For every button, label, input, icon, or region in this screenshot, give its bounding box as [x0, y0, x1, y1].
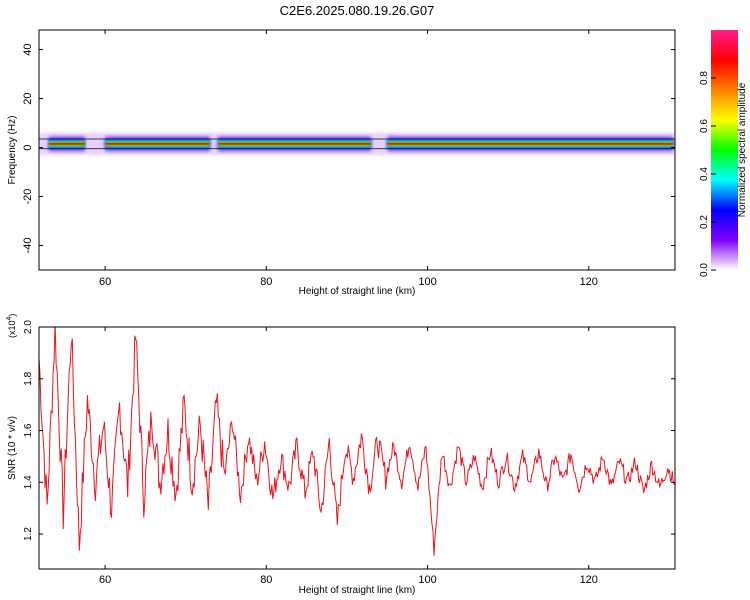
- snr-panel: 60 80 100 120 1.2 1.4 1.6 1.8 2.0 Height of stra…: [6, 314, 676, 596]
- colorbar-tick-label: 0.8: [699, 71, 710, 85]
- snr-y-tick-label: 2.0: [23, 320, 34, 334]
- snr-y-tick-label: 1.8: [23, 371, 34, 385]
- spectrogram-band-cell: [217, 143, 372, 145]
- snr-y-tick-label: 1.2: [23, 527, 34, 541]
- spectrogram-x-axis-label: Height of straight line (km): [299, 286, 416, 297]
- snr-x-tick-label: 80: [260, 574, 272, 586]
- spectrogram-x-tick-label: 80: [260, 276, 272, 288]
- snr-y-tick-label: 1.4: [23, 475, 34, 489]
- colorbar-tick-label: 0.2: [699, 215, 710, 229]
- colorbar-tick-label: 0.4: [699, 167, 710, 181]
- spectrogram-frame: [38, 29, 676, 271]
- spectrogram-band-cell: [48, 143, 85, 145]
- snr-x-tick-label: 120: [580, 574, 598, 586]
- spectrogram-y-axis-label: Frequency (Hz): [7, 116, 18, 185]
- spectrogram-x-tick-label: 60: [99, 276, 111, 288]
- spectrogram-y-tick-label: -20: [22, 189, 34, 205]
- colorbar: 0.0 0.2 0.4 0.6 0.8 Normalized spectral ampl…: [699, 30, 748, 277]
- spectrogram-y-tick-label: 0: [22, 144, 34, 150]
- spectrogram-panel: 60 80 100 120 -40 -20 0 20 40 Height of straight…: [7, 29, 676, 297]
- spectrogram-band-cell: [387, 143, 674, 145]
- snr-plot-area: [39, 327, 675, 556]
- spectrogram-plot-area: [39, 132, 675, 155]
- spectrogram-band-cell: [105, 143, 210, 145]
- colorbar-ticks: 0.0 0.2 0.4 0.6 0.8: [699, 71, 716, 277]
- spectrogram-y-tick-label: -40: [22, 238, 34, 254]
- snr-frame: [38, 326, 676, 570]
- snr-y-axis-label: SNR (10 * v/v): [7, 416, 18, 480]
- colorbar-gradient: [711, 30, 738, 270]
- figure-title: C2E6.2025.080.19.26.G07: [280, 3, 435, 18]
- snr-x-tick-label: 100: [418, 574, 436, 586]
- snr-x-tick-label: 60: [99, 574, 111, 586]
- colorbar-tick-label: 0.6: [699, 119, 710, 133]
- colorbar-tick-label: 0.0: [699, 263, 710, 277]
- spectrogram-x-tick-label: 120: [580, 276, 598, 288]
- snr-axes: 60 80 100 120 1.2 1.4 1.6 1.8 2.0: [23, 320, 675, 586]
- snr-y-multiplier: (x104): [6, 314, 17, 338]
- colorbar-label: Normalized spectral amplitude: [737, 82, 748, 217]
- spectrogram-y-tick-label: 40: [22, 43, 34, 55]
- spectrogram-y-tick-label: 20: [22, 92, 34, 104]
- spectrogram-axes: 60 80 100 120 -40 -20 0 20 40: [22, 30, 675, 288]
- spectrogram-x-tick-label: 100: [418, 276, 436, 288]
- snr-x-axis-label: Height of straight line (km): [299, 585, 416, 596]
- snr-y-tick-label: 1.6: [23, 423, 34, 437]
- snr-series-line: [39, 327, 675, 556]
